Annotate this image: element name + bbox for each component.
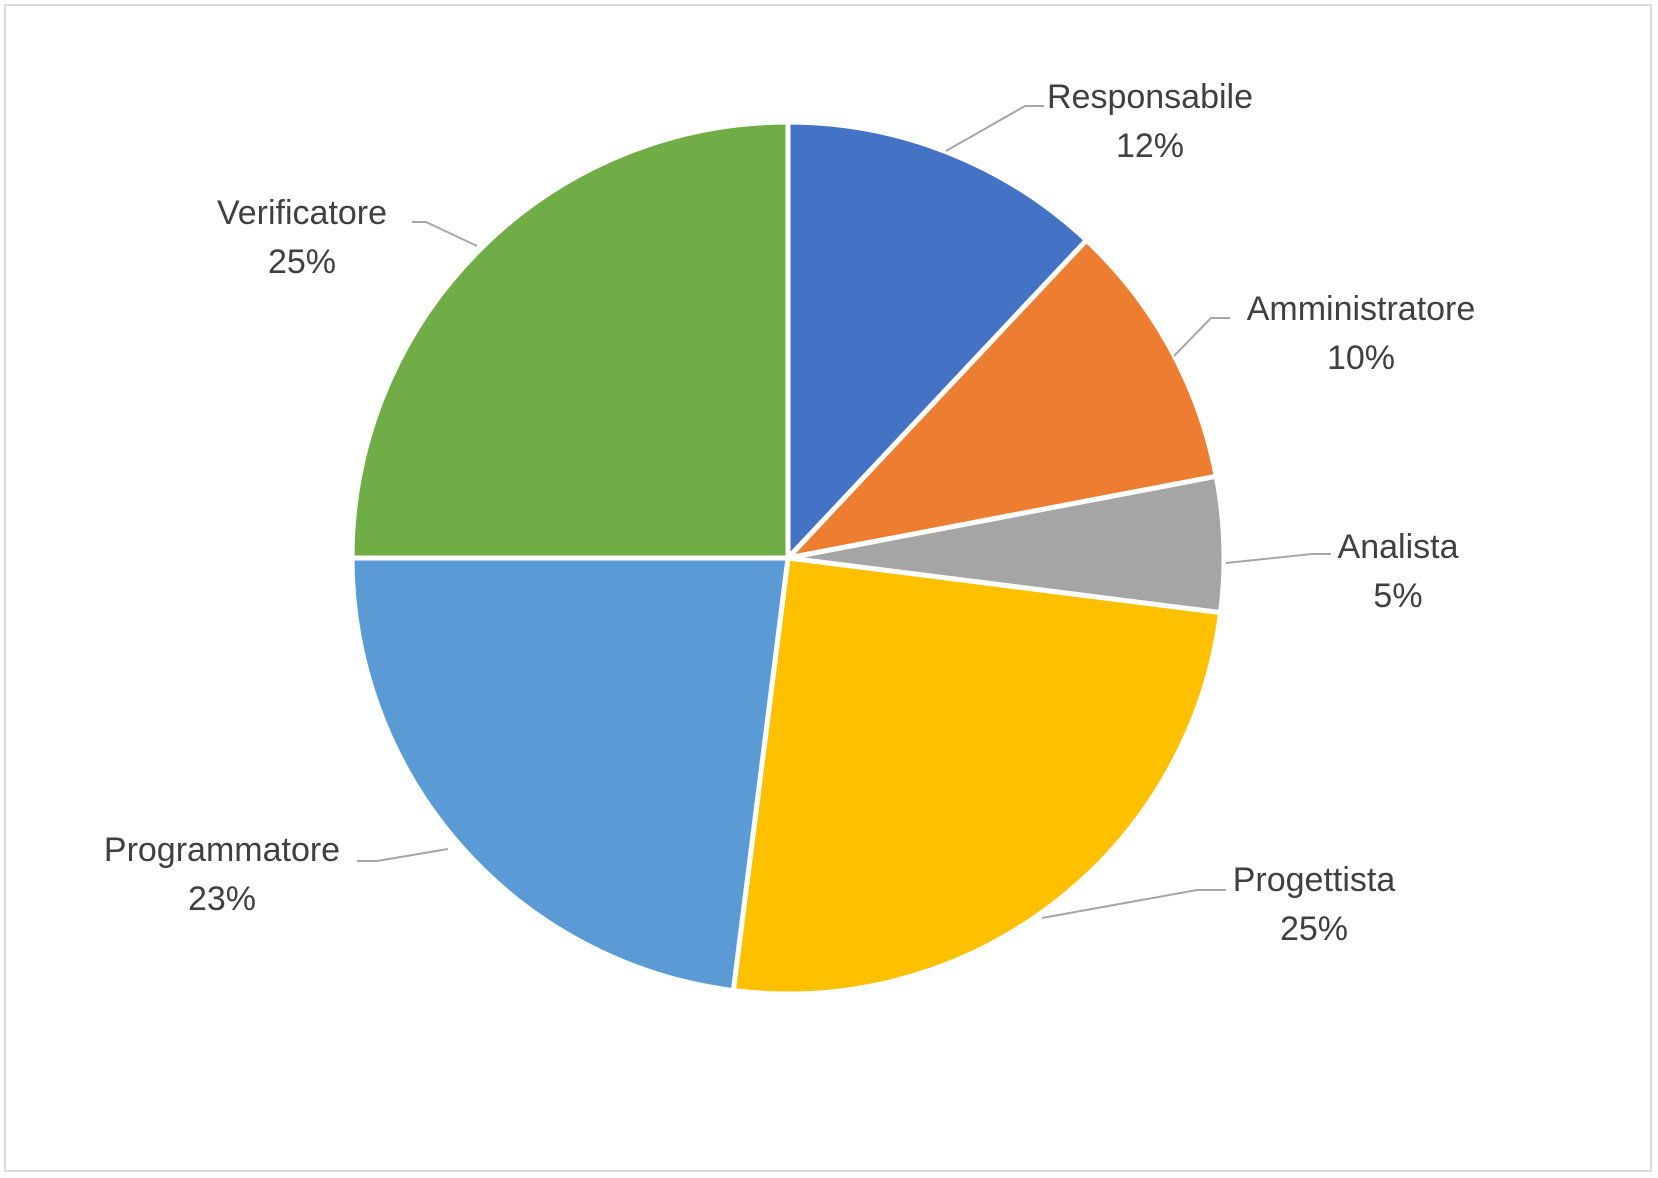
- data-label-name-programmatore: Programmatore: [104, 831, 340, 869]
- data-label-percent-programmatore: 23%: [188, 880, 256, 918]
- leader-line-analista: [1225, 553, 1331, 564]
- data-label-percent-analista: 5%: [1373, 577, 1422, 615]
- pie-slice-verificatore: [349, 119, 791, 561]
- pie-slice-programmatore: [349, 555, 791, 994]
- data-label-percent-progettista: 25%: [1280, 910, 1348, 948]
- data-label-percent-amministratore: 10%: [1327, 339, 1395, 377]
- data-label-name-analista: Analista: [1338, 528, 1459, 566]
- pie-slices: [349, 119, 1227, 997]
- leader-line-programmatore: [357, 848, 449, 862]
- data-label-name-verificatore: Verificatore: [217, 194, 387, 232]
- data-label-name-amministratore: Amministratore: [1247, 290, 1476, 328]
- leader-lines: [357, 105, 1331, 919]
- pie-slice-amministratore: [785, 237, 1219, 561]
- data-label-percent-responsabile: 12%: [1116, 127, 1184, 165]
- data-label-name-responsabile: Responsabile: [1047, 78, 1253, 116]
- leader-line-amministratore: [1173, 317, 1230, 357]
- leader-line-verificatore: [412, 221, 478, 247]
- pie-slice-progettista: [730, 555, 1224, 997]
- pie-chart: Responsabile 12% Amministratore 10% Analista…: [104, 78, 1475, 997]
- chart-frame: Responsabile 12% Amministratore 10% Analista…: [4, 4, 1652, 1172]
- leader-line-responsabile: [945, 105, 1044, 152]
- pie-slice-responsabile: [785, 119, 1089, 561]
- leader-line-progettista: [1041, 889, 1226, 919]
- data-label-percent-verificatore: 25%: [268, 243, 336, 281]
- data-label-name-progettista: Progettista: [1233, 861, 1396, 899]
- data-labels: Responsabile 12% Amministratore 10% Analista…: [104, 78, 1475, 948]
